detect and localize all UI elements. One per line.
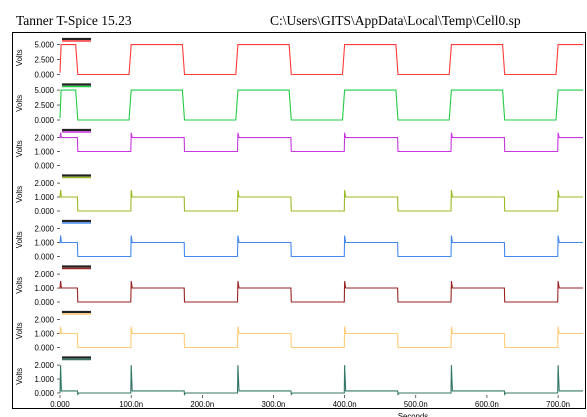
- x-tick-label: 0.000: [50, 400, 70, 409]
- y-tick-label: 1.000: [34, 148, 54, 157]
- y-tick-label: 2.000: [34, 361, 54, 370]
- y-tick-label: 2.500: [34, 56, 54, 65]
- y-tick-label: 1.000: [34, 239, 54, 248]
- waveform-trace: [59, 190, 583, 212]
- y-axis-label: Volts: [15, 231, 24, 248]
- x-axis-label: Seconds: [398, 412, 428, 417]
- file-path: C:\Users\GITS\AppData\Local\Temp\Cell0.s…: [270, 13, 521, 28]
- y-tick-label: 2.000: [34, 270, 54, 279]
- y-tick-label: 5.000: [34, 86, 54, 95]
- x-tick-label: 500.0n: [404, 400, 428, 409]
- y-axis-label: Volts: [15, 49, 24, 66]
- x-tick-label: 600.0n: [475, 400, 499, 409]
- y-axis-label: Volts: [15, 322, 24, 339]
- waveform-trace: [59, 281, 583, 303]
- y-tick-label: 2.000: [34, 134, 54, 143]
- waveform-frame: [12, 32, 586, 409]
- waveform-trace: [59, 89, 583, 121]
- y-tick-label: 2.000: [34, 316, 54, 325]
- y-tick-label: 0.000: [34, 116, 54, 125]
- waveform-trace: [59, 132, 583, 153]
- y-tick-label: 2.000: [34, 225, 54, 234]
- y-tick-label: 0.000: [34, 389, 54, 398]
- y-axis-label: Volts: [15, 186, 24, 203]
- app-title: Tanner T-Spice 15.23: [16, 13, 132, 28]
- y-axis-label: Volts: [15, 140, 24, 157]
- y-tick-label: 0.000: [34, 344, 54, 353]
- y-tick-label: 0.000: [34, 71, 54, 80]
- x-tick-label: 100.0n: [119, 400, 143, 409]
- waveform-trace: [59, 44, 583, 76]
- title-bar: Tanner T-Spice 15.23 C:\Users\GITS\AppDa…: [0, 0, 587, 30]
- waveform-trace: [59, 235, 583, 258]
- x-tick-label: 300.0n: [262, 400, 286, 409]
- y-axis-label: Volts: [15, 368, 24, 385]
- waveform-trace: [59, 365, 583, 396]
- x-tick-label: 400.0n: [333, 400, 357, 409]
- y-tick-label: 1.000: [34, 375, 54, 384]
- y-tick-label: 0.000: [34, 162, 54, 171]
- y-axis-label: Volts: [15, 95, 24, 112]
- y-axis-label: Volts: [15, 277, 24, 294]
- y-tick-label: 1.000: [34, 193, 54, 202]
- y-tick-label: 0.000: [34, 207, 54, 216]
- x-tick-label: 200.0n: [190, 400, 214, 409]
- y-tick-label: 0.000: [34, 253, 54, 262]
- y-tick-label: 0.000: [34, 298, 54, 307]
- waveform-trace: [59, 326, 583, 349]
- y-tick-label: 1.000: [34, 330, 54, 339]
- y-tick-label: 2.000: [34, 179, 54, 188]
- y-tick-label: 2.500: [34, 101, 54, 110]
- y-tick-label: 1.000: [34, 284, 54, 293]
- y-tick-label: 5.000: [34, 41, 54, 50]
- x-tick-label: 700.0n: [546, 400, 570, 409]
